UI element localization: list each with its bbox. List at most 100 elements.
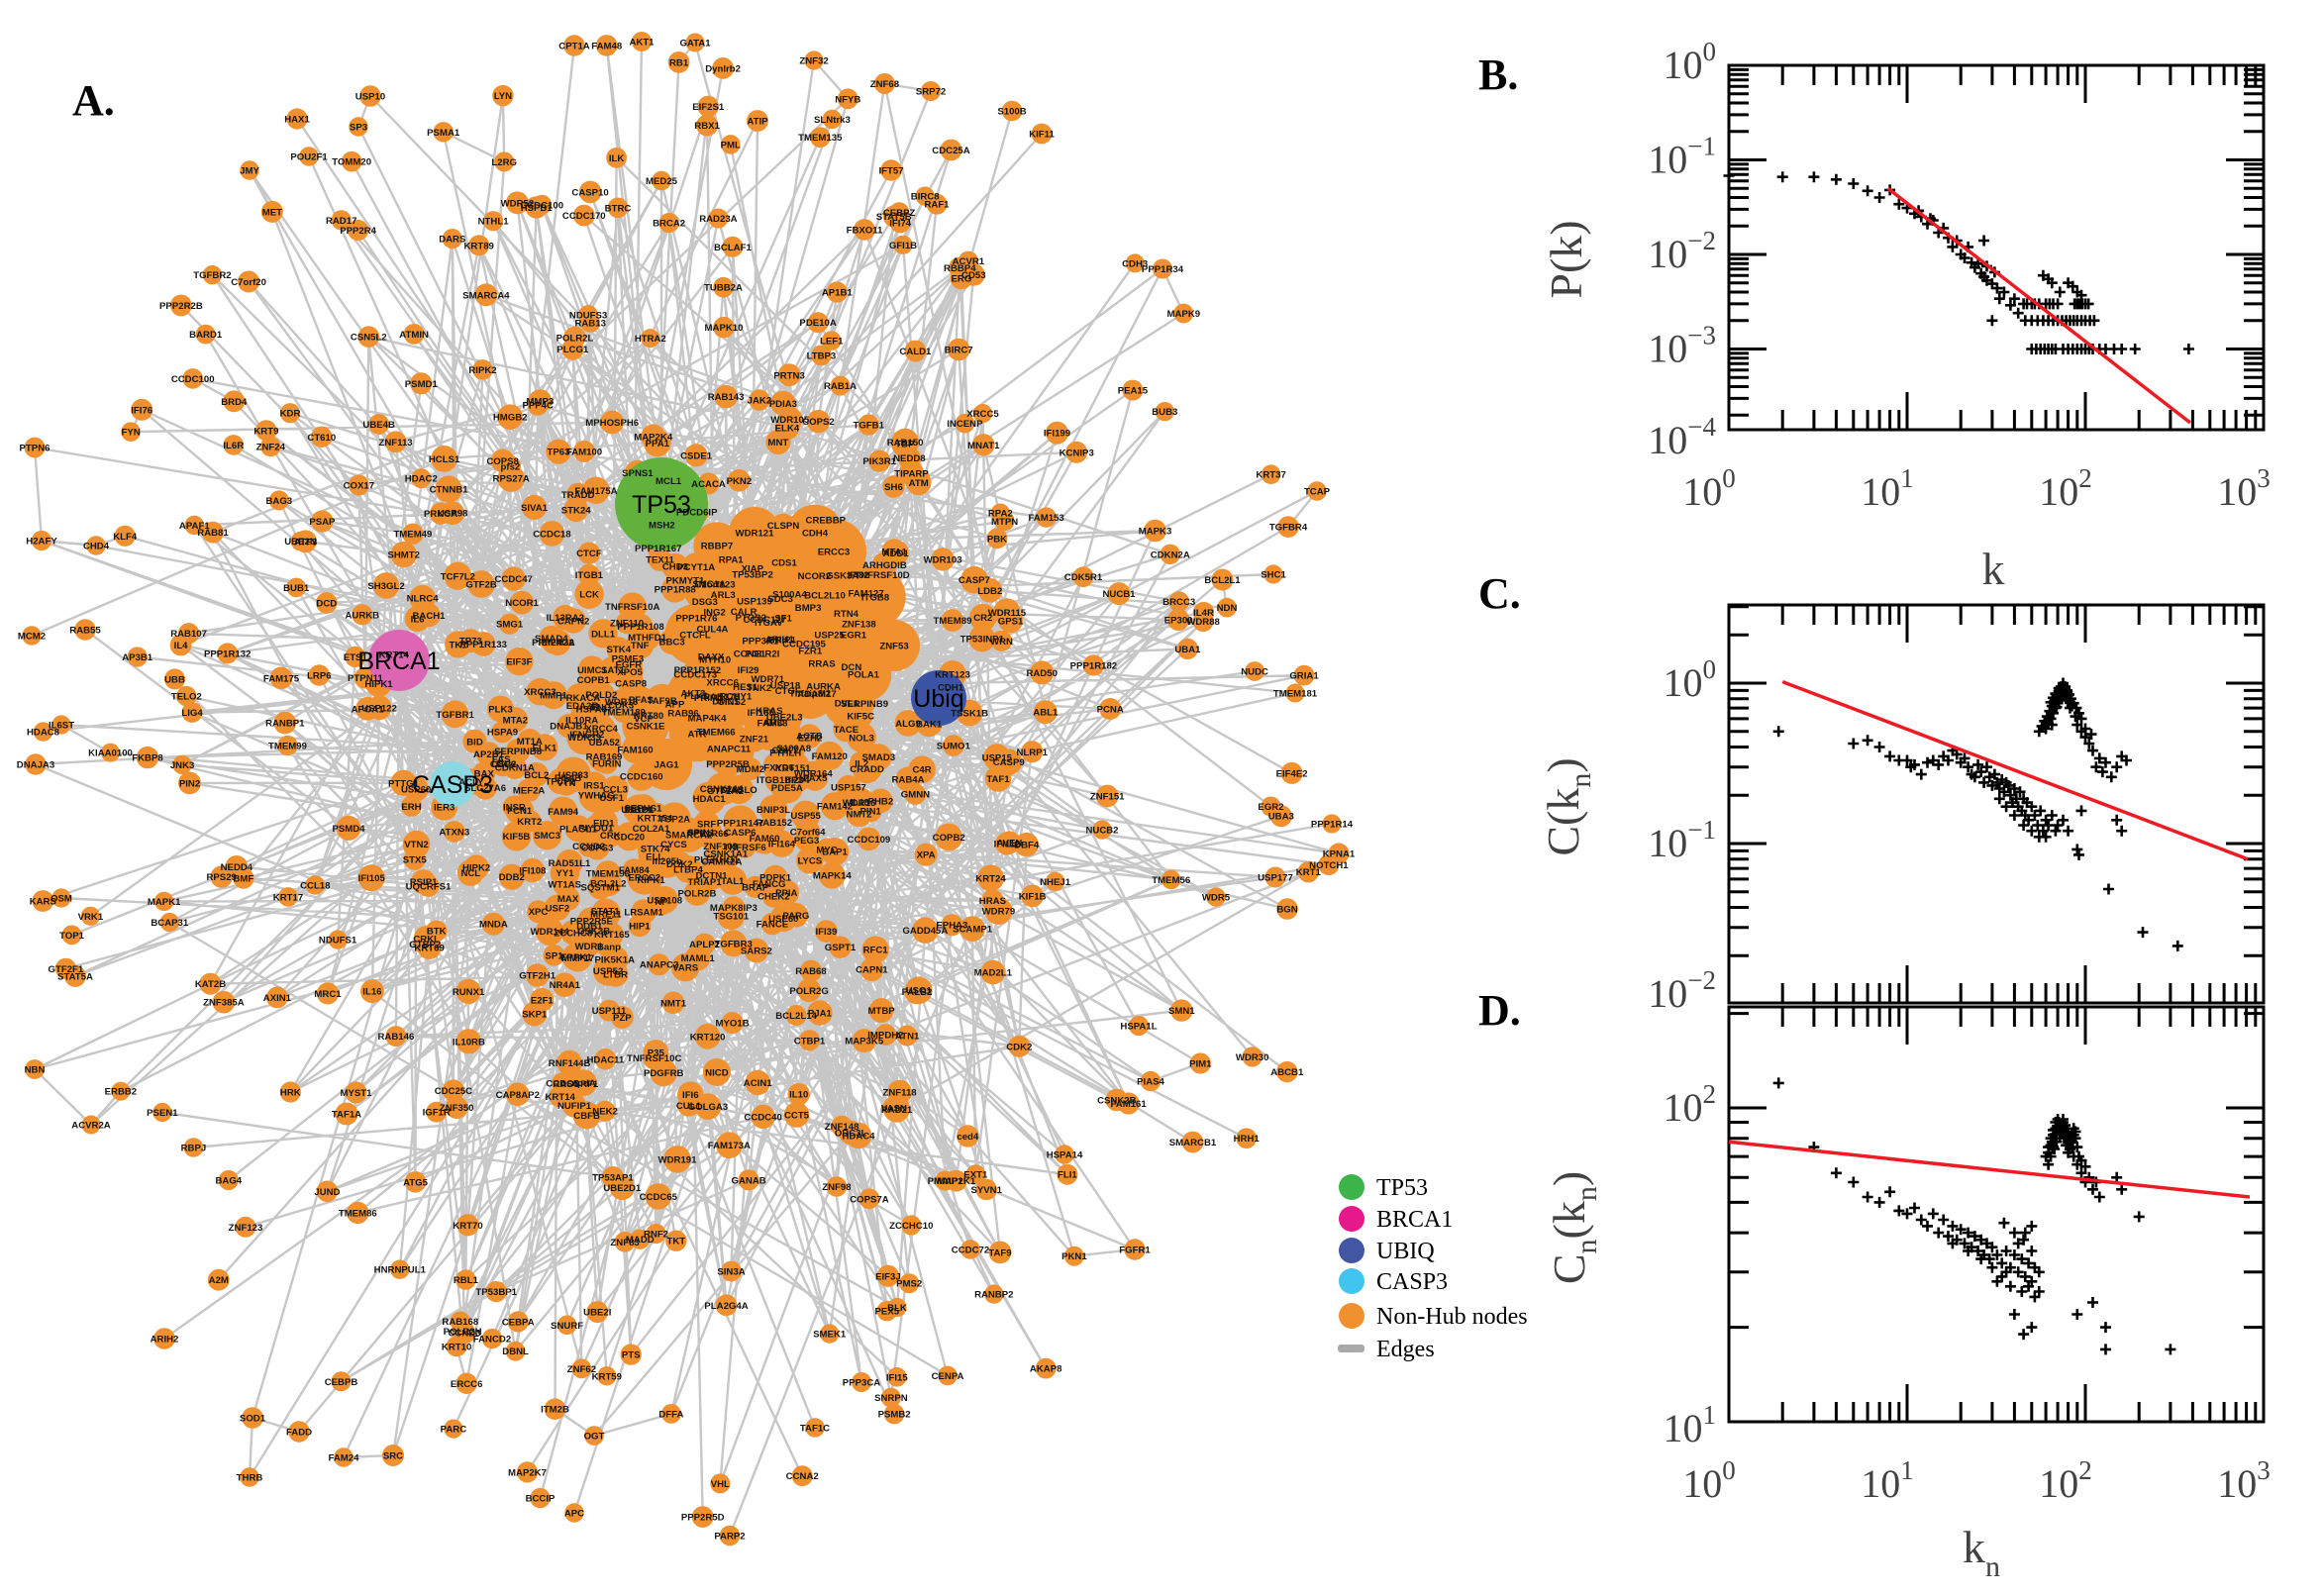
svg-text:RAD23A: RAD23A [699, 214, 737, 225]
svg-text:PSAP: PSAP [309, 517, 336, 528]
svg-text:PEA15: PEA15 [1118, 386, 1149, 397]
svg-text:ACTB: ACTB [796, 732, 823, 743]
svg-text:IL18: IL18 [851, 797, 870, 808]
svg-text:BIRC8: BIRC8 [911, 192, 940, 203]
svg-text:USP60: USP60 [401, 784, 431, 795]
svg-text:HSPB1: HSPB1 [521, 203, 554, 214]
svg-text:ERCC2: ERCC2 [629, 873, 661, 884]
svg-text:ZNF24: ZNF24 [256, 443, 286, 453]
svg-text:CLSPN: CLSPN [767, 521, 800, 532]
svg-text:WDR79: WDR79 [982, 907, 1016, 918]
svg-text:CDC25C: CDC25C [435, 1086, 472, 1097]
svg-text:TCF7L2: TCF7L2 [441, 571, 475, 582]
svg-text:NBN: NBN [25, 1065, 46, 1076]
svg-text:HAX1: HAX1 [284, 115, 310, 126]
svg-text:RIPK2: RIPK2 [468, 365, 496, 376]
svg-text:ACVR1: ACVR1 [953, 256, 985, 267]
svg-text:CAPN1: CAPN1 [856, 965, 888, 976]
svg-text:CDS1: CDS1 [771, 558, 797, 569]
svg-text:TOP1: TOP1 [59, 931, 85, 942]
svg-text:HRH1: HRH1 [1234, 1134, 1261, 1145]
svg-text:CCDC160: CCDC160 [620, 772, 663, 783]
svg-text:10−3: 10−3 [1648, 321, 1716, 371]
svg-text:PFAS: PFAS [629, 695, 655, 706]
svg-text:WDR88: WDR88 [1186, 617, 1220, 628]
svg-text:KRT24: KRT24 [975, 873, 1006, 884]
svg-text:FKBP8: FKBP8 [132, 753, 163, 764]
svg-text:POLR2G: POLR2G [789, 986, 828, 997]
svg-text:CCDC5: CCDC5 [546, 1079, 579, 1090]
svg-text:CPT1A: CPT1A [558, 42, 590, 52]
svg-text:C1orf123: C1orf123 [694, 580, 735, 591]
svg-text:FANCD2: FANCD2 [473, 1335, 511, 1346]
svg-text:JAG1: JAG1 [654, 760, 679, 771]
svg-text:FZR1: FZR1 [798, 646, 823, 656]
svg-text:KRT89: KRT89 [464, 241, 494, 251]
svg-text:CSNK1E: CSNK1E [627, 722, 666, 733]
svg-text:FYN: FYN [122, 428, 141, 439]
svg-text:FAM120: FAM120 [812, 751, 848, 762]
svg-text:WRN: WRN [990, 637, 1013, 648]
svg-text:USP25: USP25 [814, 630, 845, 641]
svg-text:CDK7: CDK7 [772, 746, 798, 756]
svg-text:IFI29: IFI29 [738, 665, 759, 676]
svg-text:HMGB2: HMGB2 [493, 413, 528, 424]
svg-text:TMEM99: TMEM99 [268, 741, 307, 751]
svg-text:CDKN1A: CDKN1A [495, 763, 535, 774]
svg-text:CT610: CT610 [307, 433, 336, 444]
svg-text:PTGS2: PTGS2 [735, 613, 765, 624]
svg-text:SMARCA2: SMARCA2 [665, 831, 712, 842]
svg-text:TACE: TACE [834, 725, 859, 736]
svg-text:EDA2R: EDA2R [566, 701, 599, 712]
svg-text:CDC25A: CDC25A [932, 146, 969, 156]
svg-text:EIF4E2: EIF4E2 [1276, 768, 1308, 779]
svg-text:PIYOU1: PIYOU1 [578, 824, 614, 835]
svg-text:ACLY: ACLY [458, 777, 484, 788]
svg-text:PMS2: PMS2 [896, 1279, 922, 1290]
svg-text:FAM38: FAM38 [758, 719, 789, 730]
svg-text:GSPT1: GSPT1 [825, 943, 857, 953]
svg-text:JAK2: JAK2 [748, 396, 772, 407]
svg-text:BRD4: BRD4 [221, 397, 248, 408]
svg-text:PPP1R34: PPP1R34 [1142, 264, 1184, 275]
svg-text:P(k): P(k) [1541, 220, 1591, 298]
svg-text:BGN: BGN [1276, 905, 1297, 916]
svg-text:SOD1: SOD1 [240, 1414, 266, 1425]
svg-text:KIF5B: KIF5B [503, 832, 531, 843]
svg-text:CUL1: CUL1 [676, 1101, 702, 1112]
svg-text:TFCP2: TFCP2 [546, 777, 575, 788]
svg-text:PPP3R1: PPP3R1 [742, 636, 778, 647]
svg-text:LYN: LYN [494, 91, 512, 102]
svg-text:SAT1: SAT1 [601, 665, 625, 676]
svg-text:BIRC7: BIRC7 [945, 346, 973, 356]
svg-text:TGFBR2: TGFBR2 [193, 270, 231, 281]
svg-text:SIVA1: SIVA1 [521, 503, 549, 514]
svg-text:SPNS1: SPNS1 [622, 468, 654, 479]
svg-text:MAPK8IP3: MAPK8IP3 [710, 903, 758, 914]
svg-text:LTBR: LTBR [603, 969, 628, 980]
svg-text:IER3: IER3 [434, 803, 454, 814]
svg-text:SERPINB8: SERPINB8 [494, 747, 543, 757]
svg-text:RNF2: RNF2 [644, 1230, 668, 1241]
svg-text:TGFBR4: TGFBR4 [1269, 523, 1308, 534]
svg-text:CASP10: CASP10 [571, 187, 608, 198]
svg-text:WDR144: WDR144 [531, 927, 570, 938]
svg-text:XPC: XPC [529, 907, 549, 918]
svg-text:MTA1: MTA1 [881, 548, 907, 558]
svg-text:TK1: TK1 [450, 640, 468, 650]
svg-text:XRCC5: XRCC5 [966, 409, 999, 420]
svg-text:ZNF83: ZNF83 [610, 1238, 639, 1248]
svg-text:CCDC72: CCDC72 [952, 1246, 989, 1256]
svg-text:CAPN2: CAPN2 [557, 616, 590, 627]
svg-text:ABCB1: ABCB1 [1270, 1067, 1304, 1078]
svg-text:FANCE: FANCE [757, 920, 789, 931]
svg-text:SP1: SP1 [545, 950, 563, 961]
svg-text:ARC: ARC [763, 718, 784, 729]
svg-text:CTCFL: CTCFL [679, 631, 711, 642]
svg-text:Edges: Edges [1376, 1337, 1435, 1362]
svg-text:ZNF148: ZNF148 [825, 1122, 859, 1133]
svg-text:TNFRSF10A: TNFRSF10A [605, 602, 660, 613]
svg-text:PARC: PARC [441, 1425, 467, 1436]
svg-text:CUL4A: CUL4A [697, 624, 729, 635]
svg-text:RIPK1: RIPK1 [637, 875, 665, 886]
